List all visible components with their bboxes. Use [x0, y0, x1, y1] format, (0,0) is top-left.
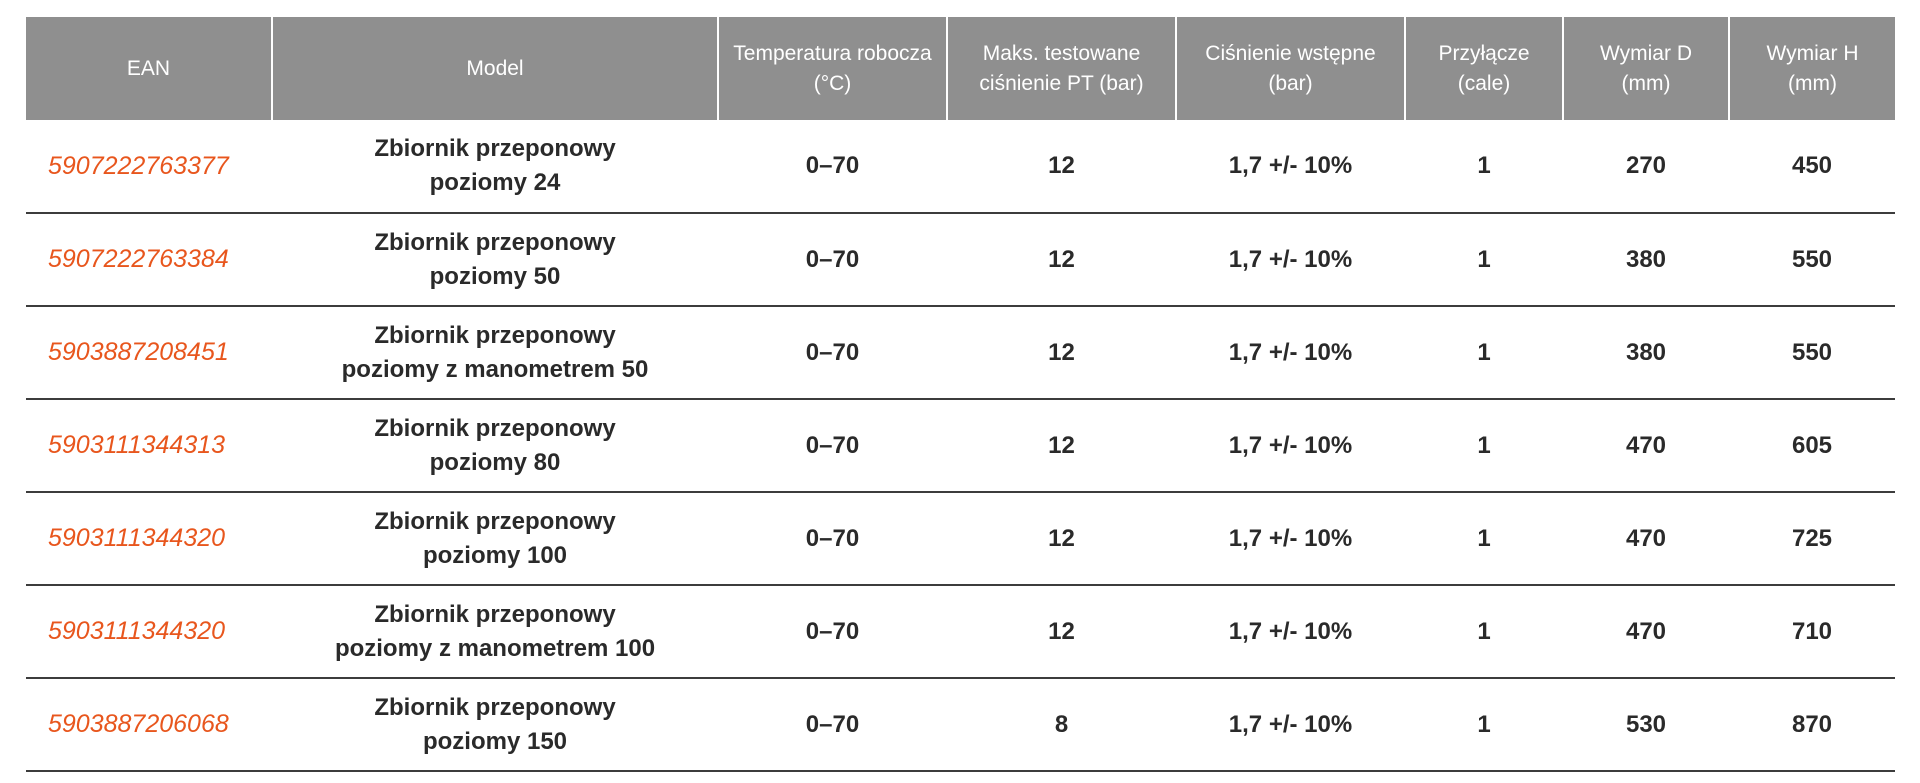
max-pressure-cell: 8: [947, 678, 1176, 772]
header-connection: Przyłącze (cale): [1404, 17, 1563, 120]
ean-cell: 5907222763384: [26, 213, 272, 307]
model-line-2: poziomy z manometrem 50: [341, 355, 649, 383]
temperature-cell: 0–70: [718, 678, 947, 772]
header-model: Model: [271, 17, 718, 120]
pre-pressure-cell: 1,7 +/- 10%: [1176, 213, 1405, 307]
header-temperature: Temperatura robocza (°C): [717, 17, 947, 120]
dimension-h-cell: 450: [1729, 120, 1895, 214]
max-pressure-cell: 12: [947, 492, 1176, 586]
connection-cell: 1: [1405, 306, 1563, 400]
model-cell: Zbiornik przeponowy poziomy 24: [272, 120, 718, 214]
max-pressure-cell: 12: [947, 585, 1176, 679]
dimension-h-cell: 605: [1729, 399, 1895, 493]
table-row: 5903111344320 Zbiornik przeponowy poziomy…: [26, 492, 1895, 586]
connection-cell: 1: [1405, 585, 1563, 679]
dimension-h-cell: 550: [1729, 306, 1895, 400]
table-body: 5907222763377 Zbiornik przeponowy poziomy…: [26, 120, 1895, 772]
model-line-2: poziomy 100: [422, 541, 568, 569]
model-line-1: Zbiornik przeponowy: [374, 228, 616, 256]
dimension-d-cell: 470: [1563, 399, 1729, 493]
model-line-1: Zbiornik przeponowy: [374, 507, 616, 535]
ean-cell: 5907222763377: [26, 120, 272, 214]
model-cell: Zbiornik przeponowy poziomy 100: [272, 492, 718, 586]
connection-cell: 1: [1405, 678, 1563, 772]
pre-pressure-cell: 1,7 +/- 10%: [1176, 585, 1405, 679]
temperature-cell: 0–70: [718, 399, 947, 493]
model-line-1: Zbiornik przeponowy: [374, 321, 616, 349]
ean-cell: 5903887208451: [26, 306, 272, 400]
model-line-1: Zbiornik przeponowy: [374, 693, 616, 721]
max-pressure-cell: 12: [947, 306, 1176, 400]
max-pressure-cell: 12: [947, 120, 1176, 214]
table-row: 5903111344313 Zbiornik przeponowy poziomy…: [26, 399, 1895, 493]
dimension-d-cell: 470: [1563, 492, 1729, 586]
dimension-d-cell: 380: [1563, 306, 1729, 400]
table-row: 5903887208451 Zbiornik przeponowy poziomy…: [26, 306, 1895, 400]
model-line-2: poziomy 150: [422, 727, 568, 755]
max-pressure-cell: 12: [947, 213, 1176, 307]
pre-pressure-cell: 1,7 +/- 10%: [1176, 492, 1405, 586]
dimension-d-cell: 270: [1563, 120, 1729, 214]
header-dimension-d: Wymiar D (mm): [1562, 17, 1729, 120]
dimension-h-cell: 550: [1729, 213, 1895, 307]
model-line-1: Zbiornik przeponowy: [374, 135, 616, 162]
model-line-2: poziomy 80: [429, 448, 561, 476]
dimension-d-cell: 380: [1563, 213, 1729, 307]
max-pressure-cell: 12: [947, 399, 1176, 493]
model-cell: Zbiornik przeponowy poziomy 80: [272, 399, 718, 493]
header-ean: EAN: [26, 17, 272, 120]
header-row: EAN Model Temperatura robocza (°C) Maks. …: [26, 17, 1895, 120]
pre-pressure-cell: 1,7 +/- 10%: [1176, 399, 1405, 493]
model-line-1: Zbiornik przeponowy: [374, 600, 616, 628]
pre-pressure-cell: 1,7 +/- 10%: [1176, 120, 1405, 214]
pre-pressure-cell: 1,7 +/- 10%: [1176, 306, 1405, 400]
pre-pressure-cell: 1,7 +/- 10%: [1176, 678, 1405, 772]
temperature-cell: 0–70: [718, 306, 947, 400]
header-max-pressure: Maks. testowane ciśnienie PT (bar): [946, 17, 1176, 120]
dimension-d-cell: 530: [1563, 678, 1729, 772]
table-row: 5903887206068 Zbiornik przeponowy poziomy…: [26, 678, 1895, 772]
model-line-2: poziomy 24: [429, 169, 561, 196]
header-dimension-h: Wymiar H (mm): [1728, 17, 1895, 120]
temperature-cell: 0–70: [718, 585, 947, 679]
table-row: 5907222763384 Zbiornik przeponowy poziomy…: [26, 213, 1895, 307]
model-cell: Zbiornik przeponowy poziomy z manometrem …: [272, 585, 718, 679]
ean-cell: 5903887206068: [26, 678, 272, 772]
connection-cell: 1: [1405, 492, 1563, 586]
temperature-cell: 0–70: [718, 120, 947, 214]
model-cell: Zbiornik przeponowy poziomy 50: [272, 213, 718, 307]
ean-cell: 5903111344320: [26, 492, 272, 586]
connection-cell: 1: [1405, 213, 1563, 307]
model-line-1: Zbiornik przeponowy: [374, 414, 616, 442]
connection-cell: 1: [1405, 399, 1563, 493]
header-pre-pressure: Ciśnienie wstępne (bar): [1175, 17, 1405, 120]
product-spec-table: EAN Model Temperatura robocza (°C) Maks. …: [26, 17, 1895, 772]
table-header: EAN Model Temperatura robocza (°C) Maks. …: [26, 17, 1895, 120]
dimension-h-cell: 725: [1729, 492, 1895, 586]
temperature-cell: 0–70: [718, 492, 947, 586]
table-row: 5903111344320 Zbiornik przeponowy poziomy…: [26, 585, 1895, 679]
table-row: 5907222763377 Zbiornik przeponowy poziomy…: [26, 120, 1895, 214]
ean-cell: 5903111344313: [26, 399, 272, 493]
model-cell: Zbiornik przeponowy poziomy z manometrem …: [272, 306, 718, 400]
temperature-cell: 0–70: [718, 213, 947, 307]
dimension-d-cell: 470: [1563, 585, 1729, 679]
product-spec-table-container: EAN Model Temperatura robocza (°C) Maks. …: [26, 17, 1895, 772]
dimension-h-cell: 710: [1729, 585, 1895, 679]
model-line-2: poziomy 50: [429, 262, 561, 290]
ean-cell: 5903111344320: [26, 585, 272, 679]
dimension-h-cell: 870: [1729, 678, 1895, 772]
connection-cell: 1: [1405, 120, 1563, 214]
model-line-2: poziomy z manometrem 100: [334, 634, 656, 662]
model-cell: Zbiornik przeponowy poziomy 150: [272, 678, 718, 772]
